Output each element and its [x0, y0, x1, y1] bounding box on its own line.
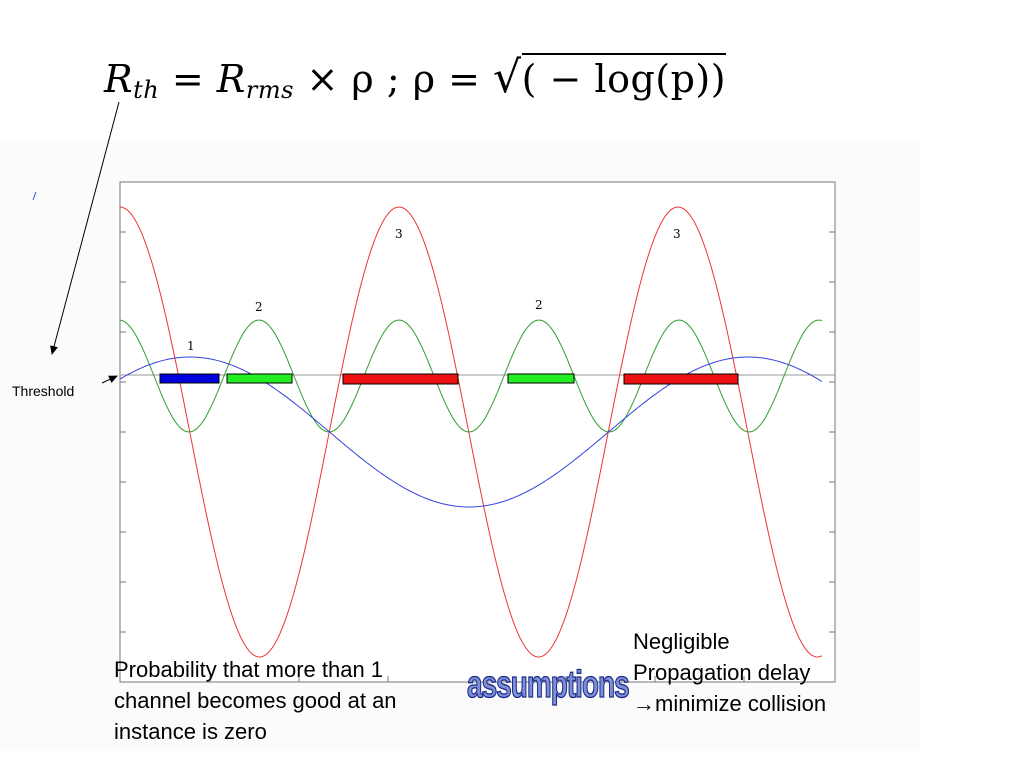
formula-radicand: ( − log(p)): [521, 53, 727, 101]
assumption-caption-right: Negligible Propagation delay →minimize c…: [633, 626, 913, 719]
stray-mark: [32, 191, 37, 201]
formula-lhs-subscript: th: [133, 76, 160, 104]
square-root-sign: √: [493, 52, 522, 103]
formula-rhs: R: [216, 57, 246, 101]
assumptions-wordart: assumptions: [467, 662, 631, 705]
curve-label-3: 3: [395, 227, 403, 241]
caption-line: →minimize collision: [633, 691, 827, 716]
curve-label-2: 2: [255, 300, 263, 314]
threshold-arrow: [101, 375, 118, 384]
formula-rho-definition: × ρ ; ρ =: [293, 57, 494, 101]
axis-ticks: [120, 231, 835, 682]
channel-2-good-bar: [507, 373, 575, 384]
formula-rhs-subscript: rms: [245, 76, 294, 104]
formula-arrow: [50, 101, 120, 355]
channel-1-curve: [119, 356, 823, 508]
caption-line: Propagation delay: [633, 660, 811, 685]
curve-label-3: 3: [673, 227, 681, 241]
threshold-label: Threshold: [12, 383, 75, 399]
curve-label-1: 1: [187, 339, 195, 353]
channel-3-good-bar: [623, 373, 739, 385]
channel-3-curve: [119, 206, 823, 658]
channel-3-good-bar: [342, 373, 459, 385]
threshold-formula: Rth = Rrms × ρ ; ρ = √( − log(p)): [104, 52, 727, 104]
formula-equals: =: [159, 57, 217, 101]
channel-1-good-bar: [159, 373, 220, 384]
formula-lhs: R: [104, 57, 134, 101]
channel-2-curve: [119, 319, 823, 433]
assumption-caption-left: Probability that more than 1 channel bec…: [114, 657, 397, 744]
plot-frame: [119, 181, 836, 683]
curve-label-2: 2: [535, 298, 543, 312]
caption-line: Negligible: [633, 629, 730, 654]
channel-2-good-bar: [226, 373, 293, 384]
